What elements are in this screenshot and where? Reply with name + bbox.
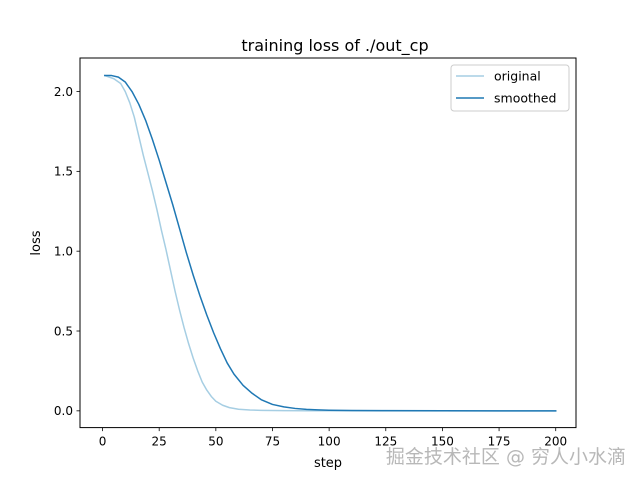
x-tick-label: 125 [374,435,397,449]
watermark: 掘金技术社区 @ 穷人小水滴 [385,446,626,468]
x-tick-label: 150 [431,435,454,449]
x-tick-label: 50 [208,435,223,449]
legend-label-original: original [494,69,541,84]
y-tick-label: 1.5 [54,165,73,179]
y-axis-label: loss [29,230,44,255]
series-line-smoothed [104,74,557,412]
y-tick-label: 1.0 [54,244,73,258]
plot-area-frame [79,57,577,429]
x-tick-label: 200 [544,435,567,449]
chart-title: training loss of ./out_cp [241,36,428,56]
x-axis-label: step [314,456,342,471]
y-tick-label: 2.0 [54,85,73,99]
series-layer [103,74,557,412]
legend-label-smoothed: smoothed [494,91,556,106]
y-tick-label: 0.0 [54,404,73,418]
x-tick-label: 100 [318,435,341,449]
legend: original smoothed [450,64,570,112]
x-tick-label: 75 [265,435,280,449]
x-axis: 0 25 50 75 100 125 150 175 200 [99,427,567,449]
y-tick-label: 0.5 [54,324,73,338]
x-tick-label: 0 [99,435,107,449]
x-tick-label: 25 [152,435,167,449]
series-line-original [103,74,557,412]
x-tick-label: 175 [488,435,511,449]
y-axis: 0.0 0.5 1.0 1.5 2.0 [54,85,80,418]
